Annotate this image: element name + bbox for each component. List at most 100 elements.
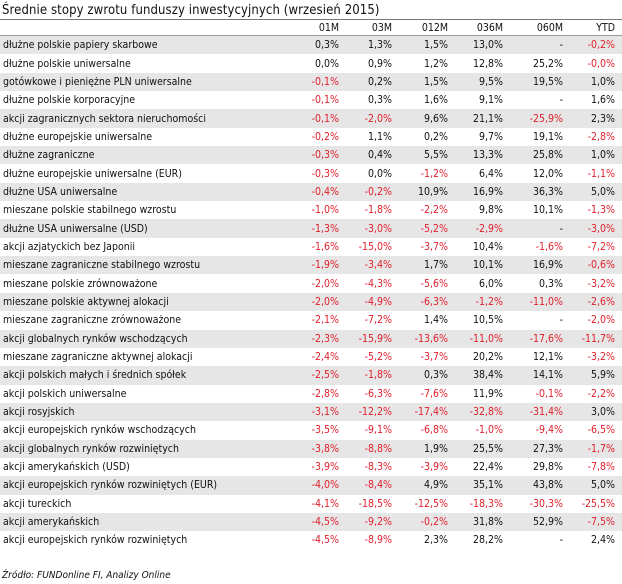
header-name-column — [0, 21, 290, 36]
column-header: 060M — [510, 21, 570, 36]
fund-category-name: dłużne USA uniwersalne — [0, 182, 290, 202]
fund-category-name: akcji europejskich rynków wschodzących — [0, 421, 290, 440]
return-value: -4,9% — [346, 292, 399, 312]
fund-category-name: akcji rosyjskich — [0, 402, 290, 422]
return-value: -0,0% — [570, 54, 622, 73]
fund-category-name: akcji globalnych rynków wschodzących — [0, 329, 290, 348]
return-value: -0,3% — [290, 146, 346, 165]
return-value: 13,3% — [455, 146, 510, 165]
return-value: -3,7% — [399, 347, 455, 367]
return-value: 0,3% — [510, 274, 570, 293]
return-value: 38,4% — [455, 366, 510, 385]
return-value: -3,5% — [290, 421, 346, 440]
return-value: -5,2% — [346, 347, 399, 367]
return-value: -2,9% — [455, 219, 510, 238]
return-value: - — [510, 311, 570, 330]
table-row: dłużne polskie papiery skarbowe 0,3% 1,3% 1… — [0, 35, 622, 55]
return-value: -0,2% — [290, 127, 346, 147]
return-value: 2,3% — [399, 531, 455, 550]
column-header: 01M — [290, 21, 346, 36]
return-value: 5,0% — [570, 182, 622, 202]
table-title: Średnie stopy zwrotu funduszy inwestycyj… — [2, 3, 380, 18]
return-value: 36,3% — [510, 182, 570, 202]
return-value: -8,8% — [346, 439, 399, 458]
return-value: -4,0% — [290, 476, 346, 495]
return-value: 27,3% — [510, 439, 570, 458]
table-row: akcji zagranicznych sektora nieruchomośc… — [0, 109, 622, 128]
return-value: -0,6% — [570, 256, 622, 275]
return-value: -11,0% — [455, 329, 510, 348]
return-value: - — [510, 531, 570, 550]
return-value: -4,1% — [290, 494, 346, 513]
return-value: 1,4% — [399, 311, 455, 330]
return-value: 16,9% — [510, 256, 570, 275]
return-value: -8,4% — [346, 476, 399, 495]
return-value: -0,2% — [346, 182, 399, 202]
return-value: 12,1% — [510, 347, 570, 367]
return-value: - — [510, 219, 570, 238]
return-value: 10,4% — [455, 237, 510, 257]
fund-category-name: dłużne polskie papiery skarbowe — [0, 35, 290, 55]
return-value: -9,1% — [346, 421, 399, 440]
return-value: 0,2% — [346, 72, 399, 92]
table-row: dłużne USA uniwersalne -0,4% -0,2% 10,9% 16,… — [0, 182, 622, 202]
return-value: -0,2% — [570, 35, 622, 55]
return-value: 10,5% — [455, 311, 510, 330]
return-value: 6,0% — [455, 274, 510, 293]
return-value: 10,9% — [399, 182, 455, 202]
return-value: 10,1% — [510, 201, 570, 220]
table-row: akcji amerykańskich -4,5% -9,2% -0,2% 31,8% 5… — [0, 512, 622, 532]
return-value: 1,2% — [399, 54, 455, 73]
table-row: mieszane zagraniczne zrównoważone -2,1% -7… — [0, 311, 622, 330]
return-value: 6,4% — [455, 164, 510, 183]
fund-category-name: akcji polskich uniwersalne — [0, 384, 290, 403]
fund-category-name: mieszane polskie zrównoważone — [0, 274, 290, 293]
fund-category-name: akcji azjatyckich bez Japonii — [0, 237, 290, 257]
return-value: 25,8% — [510, 146, 570, 165]
return-value: -3,7% — [399, 237, 455, 257]
return-value: -8,3% — [346, 457, 399, 477]
return-value: -2,5% — [290, 366, 346, 385]
return-value: 1,5% — [399, 72, 455, 92]
return-value: -1,8% — [346, 366, 399, 385]
return-value: 11,9% — [455, 384, 510, 403]
return-value: -3,1% — [290, 402, 346, 422]
table-row: akcji amerykańskich (USD) -3,9% -8,3% -3,9%… — [0, 457, 622, 477]
fund-category-name: dłużne europejskie uniwersalne (EUR) — [0, 164, 290, 183]
return-value: -1,2% — [399, 164, 455, 183]
fund-category-name: dłużne zagraniczne — [0, 146, 290, 165]
return-value: -7,6% — [399, 384, 455, 403]
return-value: 9,1% — [455, 91, 510, 110]
column-header: 036M — [455, 21, 510, 36]
return-value: -5,6% — [399, 274, 455, 293]
return-value: -12,5% — [399, 494, 455, 513]
return-value: -2,0% — [290, 292, 346, 312]
return-value: 9,8% — [455, 201, 510, 220]
return-value: -6,3% — [346, 384, 399, 403]
return-value: -6,8% — [399, 421, 455, 440]
fund-category-name: akcji amerykańskich (USD) — [0, 457, 290, 477]
source-note: Źródło: FUNDonline FI, Analizy Online — [2, 570, 171, 581]
table-row: akcji europejskich rynków wschodzących -3… — [0, 421, 622, 440]
return-value: -2,2% — [570, 384, 622, 403]
return-value: -9,2% — [346, 512, 399, 532]
fund-category-name: mieszane polskie aktywnej alokacji — [0, 292, 290, 312]
return-value: 20,2% — [455, 347, 510, 367]
return-value: -9,4% — [510, 421, 570, 440]
table-row: gotówkowe i pieniężne PLN uniwersalne -0,… — [0, 72, 622, 92]
return-value: -3,9% — [399, 457, 455, 477]
return-value: -32,8% — [455, 402, 510, 422]
return-value: -7,2% — [346, 311, 399, 330]
return-value: -1,9% — [290, 256, 346, 275]
title-divider — [0, 19, 622, 20]
return-value: 1,6% — [570, 91, 622, 110]
return-value: 28,2% — [455, 531, 510, 550]
return-value: -1,2% — [455, 292, 510, 312]
fund-category-name: akcji europejskich rynków rozwiniętych — [0, 531, 290, 550]
return-value: -3,0% — [346, 219, 399, 238]
return-value: -2,1% — [290, 311, 346, 330]
return-value: -1,0% — [290, 201, 346, 220]
return-value: 25,5% — [455, 439, 510, 458]
return-value: 1,5% — [399, 35, 455, 55]
table-row: dłużne zagraniczne -0,3% 0,4% 5,5% 13,3% 25,8… — [0, 146, 622, 165]
